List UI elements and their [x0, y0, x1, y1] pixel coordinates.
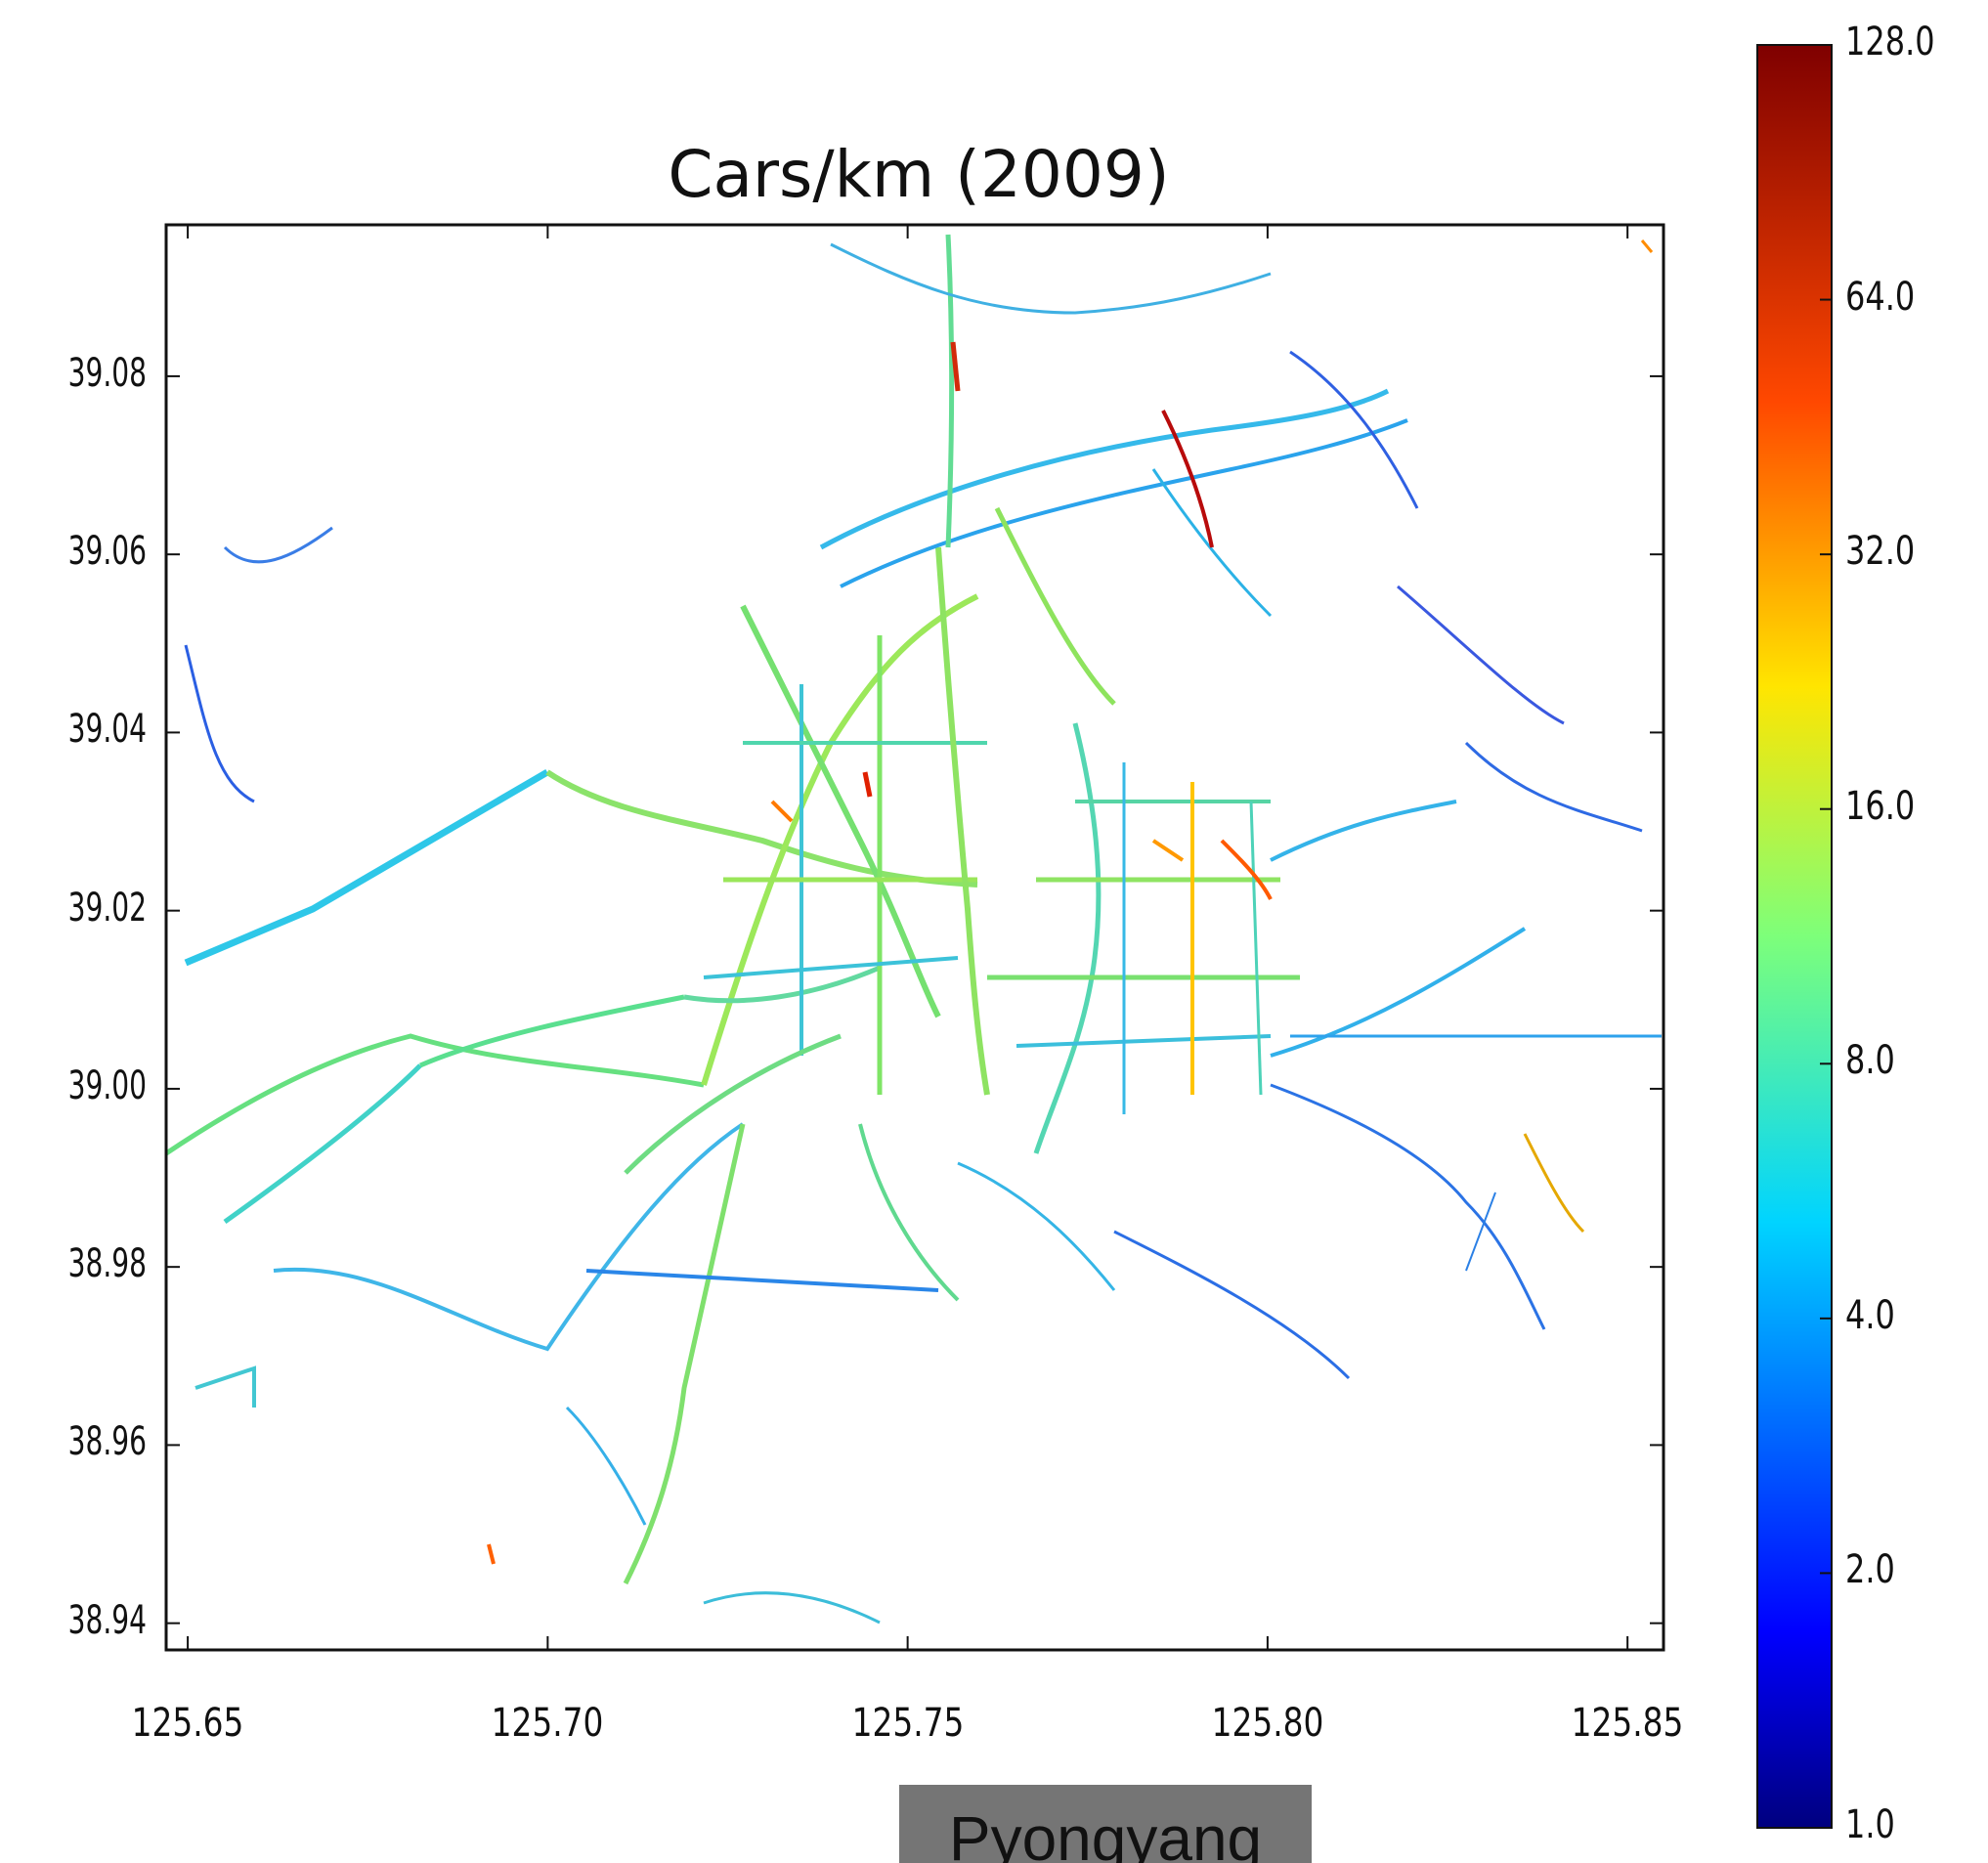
road-segment	[1161, 410, 1214, 548]
road-segment	[945, 234, 955, 548]
road-segment	[184, 644, 255, 803]
road-network	[166, 234, 1662, 1625]
road-segment	[1270, 1083, 1546, 1330]
y-tick-marks	[166, 374, 1664, 1625]
colorbar-tick-label: 128.0	[1845, 20, 1935, 65]
road-segment	[740, 604, 941, 1018]
colorbar-tick-marks	[1820, 44, 1832, 1829]
road-segment	[419, 994, 685, 1068]
road-segment	[950, 341, 961, 392]
road-segment	[623, 1123, 746, 1585]
road-segment	[1033, 722, 1102, 1154]
colorbar	[1756, 44, 1833, 1829]
y-tick-label: 38.94	[67, 1597, 147, 1643]
road-segment	[1270, 800, 1457, 862]
x-tick-label: 125.70	[491, 1701, 604, 1746]
road-segment	[585, 1269, 939, 1292]
x-tick-label: 125.80	[1211, 1701, 1324, 1746]
road-segment	[770, 800, 794, 823]
road-segment	[703, 956, 959, 979]
road-segment	[194, 1365, 256, 1408]
road-segment	[1249, 801, 1263, 1096]
road-segment	[1220, 839, 1273, 900]
road-segment	[184, 768, 549, 967]
x-tick-marks	[187, 225, 1629, 1650]
y-tick-label: 38.96	[67, 1419, 147, 1465]
road-segment	[862, 771, 873, 798]
x-tick-label: 125.85	[1571, 1701, 1684, 1746]
road-segment	[858, 1123, 960, 1302]
plot-frame	[164, 223, 1665, 1652]
road-segment	[1397, 585, 1565, 725]
road-segment	[273, 1122, 745, 1352]
colorbar-tick-label: 4.0	[1845, 1292, 1895, 1338]
road-segment	[1113, 1230, 1351, 1380]
road-segment	[840, 418, 1408, 588]
colorbar-tick-label: 1.0	[1845, 1802, 1895, 1847]
road-segment	[1151, 839, 1185, 862]
colorbar-tick-label: 32.0	[1845, 529, 1916, 575]
road-segment	[819, 388, 1390, 550]
y-tick-label: 39.08	[67, 350, 147, 396]
road-segment	[1016, 1034, 1272, 1048]
road-segment	[957, 1161, 1116, 1291]
road-segment	[565, 1406, 647, 1526]
y-tick-label: 39.06	[67, 529, 147, 575]
road-segment	[223, 1063, 422, 1225]
y-tick-label: 38.98	[67, 1241, 147, 1287]
road-segment	[1151, 468, 1273, 618]
road-segment	[545, 769, 978, 888]
road-segment	[683, 965, 881, 1004]
road-segment	[223, 526, 333, 564]
road-segment	[487, 1543, 496, 1565]
road-segment	[1523, 1133, 1585, 1234]
road-segment	[1465, 1191, 1496, 1272]
chart-title: Cars/km (2009)	[668, 137, 1170, 212]
road-segment	[994, 506, 1116, 706]
road-segment	[1270, 927, 1527, 1058]
road-segment	[624, 1033, 842, 1175]
road-segment	[1640, 239, 1654, 253]
colorbar-tick-label: 2.0	[1845, 1547, 1895, 1593]
road-segment	[830, 242, 1272, 315]
y-tick-label: 39.04	[67, 707, 147, 753]
colorbar-tick-label: 64.0	[1845, 274, 1916, 320]
colorbar-tick-label: 16.0	[1845, 783, 1916, 829]
road-segment	[1464, 741, 1643, 833]
road-segment	[1289, 350, 1419, 509]
road-segment	[935, 546, 990, 1096]
place-label: Pyongyang	[899, 1785, 1312, 1863]
road-segment	[703, 1591, 881, 1625]
colorbar-tick-label: 8.0	[1845, 1038, 1895, 1084]
x-tick-label: 125.75	[851, 1701, 965, 1746]
x-tick-label: 125.65	[131, 1701, 244, 1746]
road-segment	[166, 1033, 705, 1156]
y-tick-label: 39.00	[67, 1062, 147, 1108]
y-tick-label: 39.02	[67, 885, 147, 931]
